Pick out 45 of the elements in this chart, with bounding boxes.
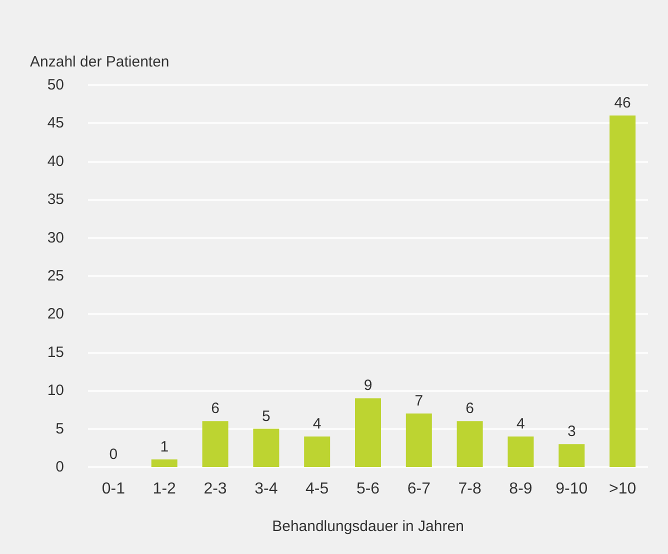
bar <box>151 459 178 467</box>
y-tick-label: 10 <box>47 382 64 400</box>
data-label: 6 <box>466 400 474 418</box>
bar <box>355 398 381 467</box>
bar <box>406 414 432 467</box>
x-tick-label: 7-8 <box>458 480 482 498</box>
y-tick-label: 25 <box>47 268 64 284</box>
x-tick-label: 5-6 <box>356 480 380 498</box>
data-label: 5 <box>262 408 270 425</box>
x-tick-label: 4-5 <box>306 480 329 498</box>
y-tick-label: 0 <box>56 458 64 476</box>
x-tick-label: 9-10 <box>556 480 588 498</box>
data-label: 4 <box>516 415 525 432</box>
bar <box>304 436 330 467</box>
y-tick-label: 45 <box>47 114 64 132</box>
x-tick-label: 6-7 <box>407 480 431 498</box>
data-label: 3 <box>567 423 576 440</box>
x-tick-label: 3-4 <box>254 480 278 498</box>
y-tick-label: 5 <box>56 420 64 438</box>
x-tick-label: 1-2 <box>152 480 176 498</box>
x-axis-title: Behandlungsdauer in Jahren <box>272 518 464 535</box>
y-axis-title: Anzahl der Patienten <box>30 54 170 70</box>
y-tick-label: 50 <box>47 76 64 94</box>
bar <box>202 421 228 467</box>
x-tick-label: 8-9 <box>509 480 532 498</box>
x-tick-label: 0-1 <box>102 480 126 498</box>
data-label: 6 <box>211 400 220 418</box>
bar <box>558 444 585 467</box>
bar <box>508 436 534 467</box>
data-label: 46 <box>614 94 631 112</box>
y-tick-label: 20 <box>47 306 64 323</box>
y-tick-label: 40 <box>47 152 64 170</box>
bar <box>253 428 280 467</box>
data-label: 7 <box>414 392 424 410</box>
bar <box>456 421 483 467</box>
data-label: 4 <box>312 415 322 432</box>
data-label: 9 <box>364 377 372 394</box>
y-tick-label: 30 <box>47 229 64 246</box>
y-tick-label: 15 <box>47 344 64 361</box>
data-label: 0 <box>109 446 118 463</box>
x-tick-label: >10 <box>608 480 636 498</box>
x-tick-label: 2-3 <box>204 480 227 498</box>
data-label: 1 <box>160 438 169 456</box>
bar <box>610 116 636 467</box>
y-tick-label: 35 <box>47 191 64 208</box>
